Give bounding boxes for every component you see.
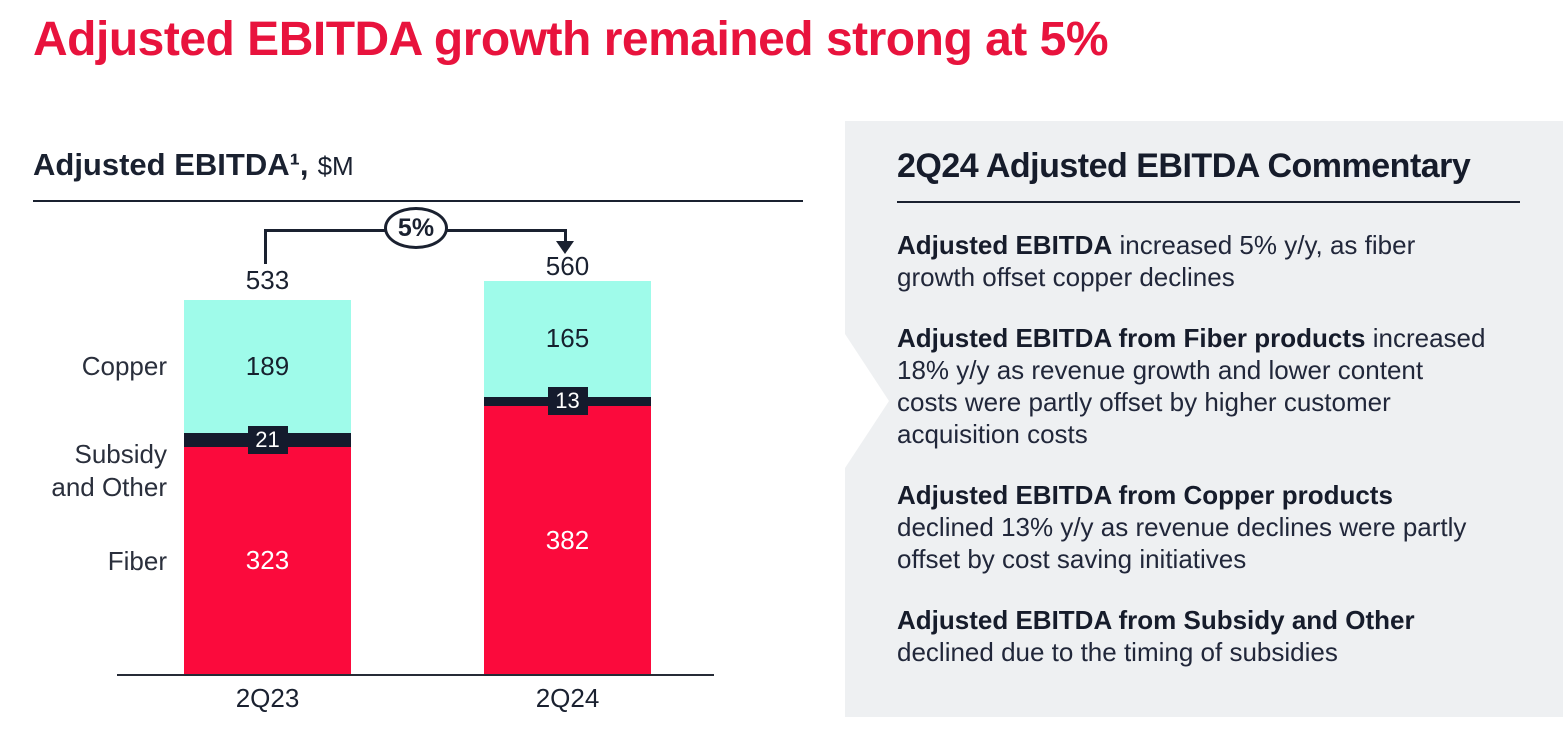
- stacked-bar-chart: 5% 533 560 Copper Subsidy and Other Fibe…: [51, 207, 714, 713]
- chart-unit-label: $M: [317, 151, 354, 181]
- series-label-copper: Copper: [81, 351, 167, 381]
- series-label-fiber: Fiber: [107, 546, 167, 576]
- total-label-2q24: 560: [545, 251, 590, 281]
- paragraph-lead: Adjusted EBITDA from Copper products: [897, 480, 1393, 510]
- value-label-subsidy-and-other-2q23: 21: [247, 425, 288, 454]
- bar-segment-copper-2q23: 189: [184, 300, 351, 433]
- total-label-2q23: 533: [245, 265, 290, 295]
- chart-title: Adjusted EBITDA¹, $M: [33, 147, 354, 183]
- bar-segment-fiber-2q24: 382: [484, 405, 651, 674]
- x-axis-label-2q23: 2Q23: [235, 683, 300, 713]
- chart-title-underline: [33, 200, 803, 202]
- paragraph-body: increased 5% y/y, as fiber growth offset…: [897, 230, 1416, 292]
- value-label-subsidy-and-other-2q24: 13: [547, 387, 588, 416]
- commentary-panel: 2Q24 Adjusted EBITDA Commentary Adjusted…: [845, 121, 1563, 717]
- paragraph-lead: Adjusted EBITDA from Subsidy and Other: [897, 605, 1415, 635]
- paragraph-body: increased 18% y/y as revenue growth and …: [897, 323, 1486, 449]
- series-label-subsidy-and-other: Subsidy and Other: [51, 439, 167, 502]
- bar-segment-copper-2q24: 165: [484, 281, 651, 397]
- x-axis-label-2q24: 2Q24: [535, 683, 600, 713]
- commentary-paragraph: Adjusted EBITDA from Copper products dec…: [897, 479, 1487, 575]
- paragraph-lead: Adjusted EBITDA from Fiber products: [897, 323, 1366, 353]
- page-title: Adjusted EBITDA growth remained strong a…: [33, 13, 1109, 66]
- paragraph-lead: Adjusted EBITDA: [897, 230, 1113, 260]
- growth-arrow-head-icon: [556, 241, 574, 254]
- x-axis-line: [117, 674, 714, 676]
- commentary-heading: 2Q24 Adjusted EBITDA Commentary: [897, 147, 1520, 203]
- bar-segment-fiber-2q23: 323: [184, 447, 351, 674]
- growth-arrow-right-segment: [564, 229, 567, 242]
- commentary-paragraph: Adjusted EBITDA from Subsidy and Other d…: [897, 604, 1487, 668]
- chart-title-text: Adjusted EBITDA¹,: [33, 147, 309, 182]
- growth-arrow-left-segment: [264, 229, 267, 264]
- growth-percentage-badge: 5%: [384, 207, 448, 249]
- paragraph-body: declined 13% y/y as revenue declines wer…: [897, 512, 1467, 574]
- paragraph-body: declined due to the timing of subsidies: [897, 637, 1338, 667]
- commentary-paragraph: Adjusted EBITDA from Fiber products incr…: [897, 322, 1487, 450]
- commentary-paragraph: Adjusted EBITDA increased 5% y/y, as fib…: [897, 229, 1487, 293]
